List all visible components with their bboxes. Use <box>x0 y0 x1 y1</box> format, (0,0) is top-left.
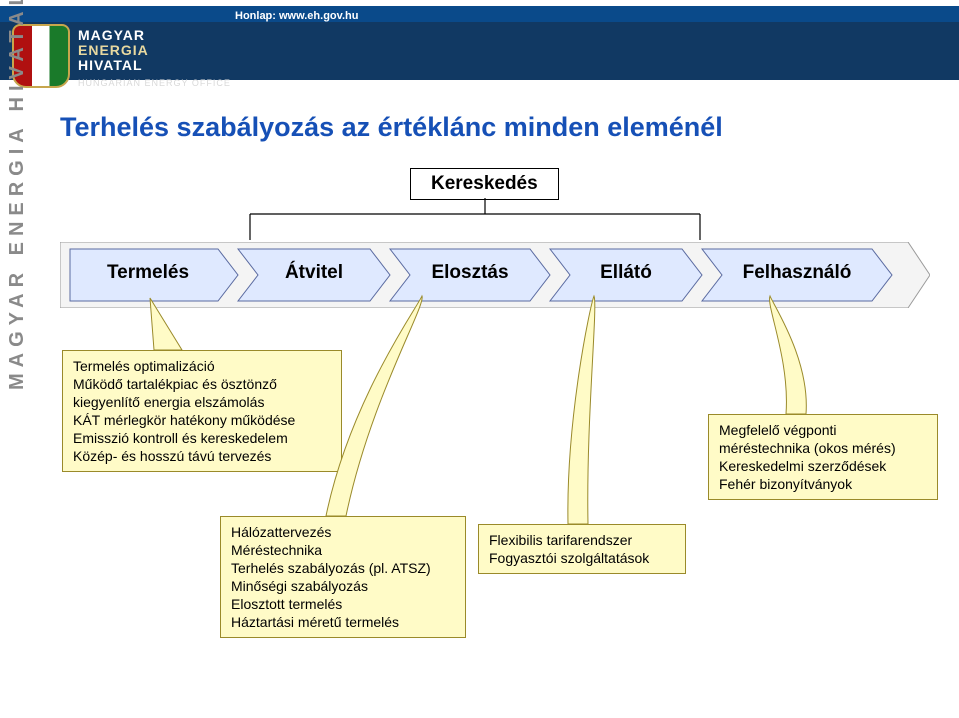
callout-meres: Megfelelő végponti méréstechnika (okos m… <box>708 414 938 500</box>
brand-line2: ENERGIA <box>78 42 149 58</box>
chain-step-label: Elosztás <box>410 262 530 284</box>
chain-step-label: Termelés <box>78 262 218 284</box>
value-chain: Termelés Átvitel Elosztás Ellátó Felhasználó <box>60 242 930 308</box>
chain-step-label: Ellátó <box>570 262 682 284</box>
callout-tarifa: Flexibilis tarifarendszer Fogyasztói szo… <box>478 524 686 574</box>
callout-halozat: Hálózattervezés Méréstechnika Terhelés s… <box>220 516 466 638</box>
brand-text: MAGYAR ENERGIA HIVATAL <box>78 28 149 73</box>
page-title: Terhelés szabályozás az értéklánc minden… <box>60 112 723 143</box>
chain-step-label: Felhasználó <box>722 262 872 284</box>
homepage-label: Honlap: www.eh.gov.hu <box>235 10 358 22</box>
kereskedes-label-box: Kereskedés <box>410 168 559 200</box>
brand-line3: HIVATAL <box>78 57 143 73</box>
side-brand: MAGYAR ENERGIA HIVATAL <box>6 110 34 670</box>
brand-line1: MAGYAR <box>78 27 145 43</box>
header-top-bar: Honlap: www.eh.gov.hu <box>0 6 959 22</box>
header: Honlap: www.eh.gov.hu MAGYAR ENERGIA HIV… <box>0 0 959 80</box>
brand-sub: HUNGARIAN ENERGY OFFICE <box>78 78 231 88</box>
callout-termeles: Termelés optimalizáció Működő tartalékpi… <box>62 350 342 472</box>
side-brand-text: MAGYAR ENERGIA HIVATAL <box>6 362 29 390</box>
chain-step-label: Átvitel <box>258 262 370 284</box>
